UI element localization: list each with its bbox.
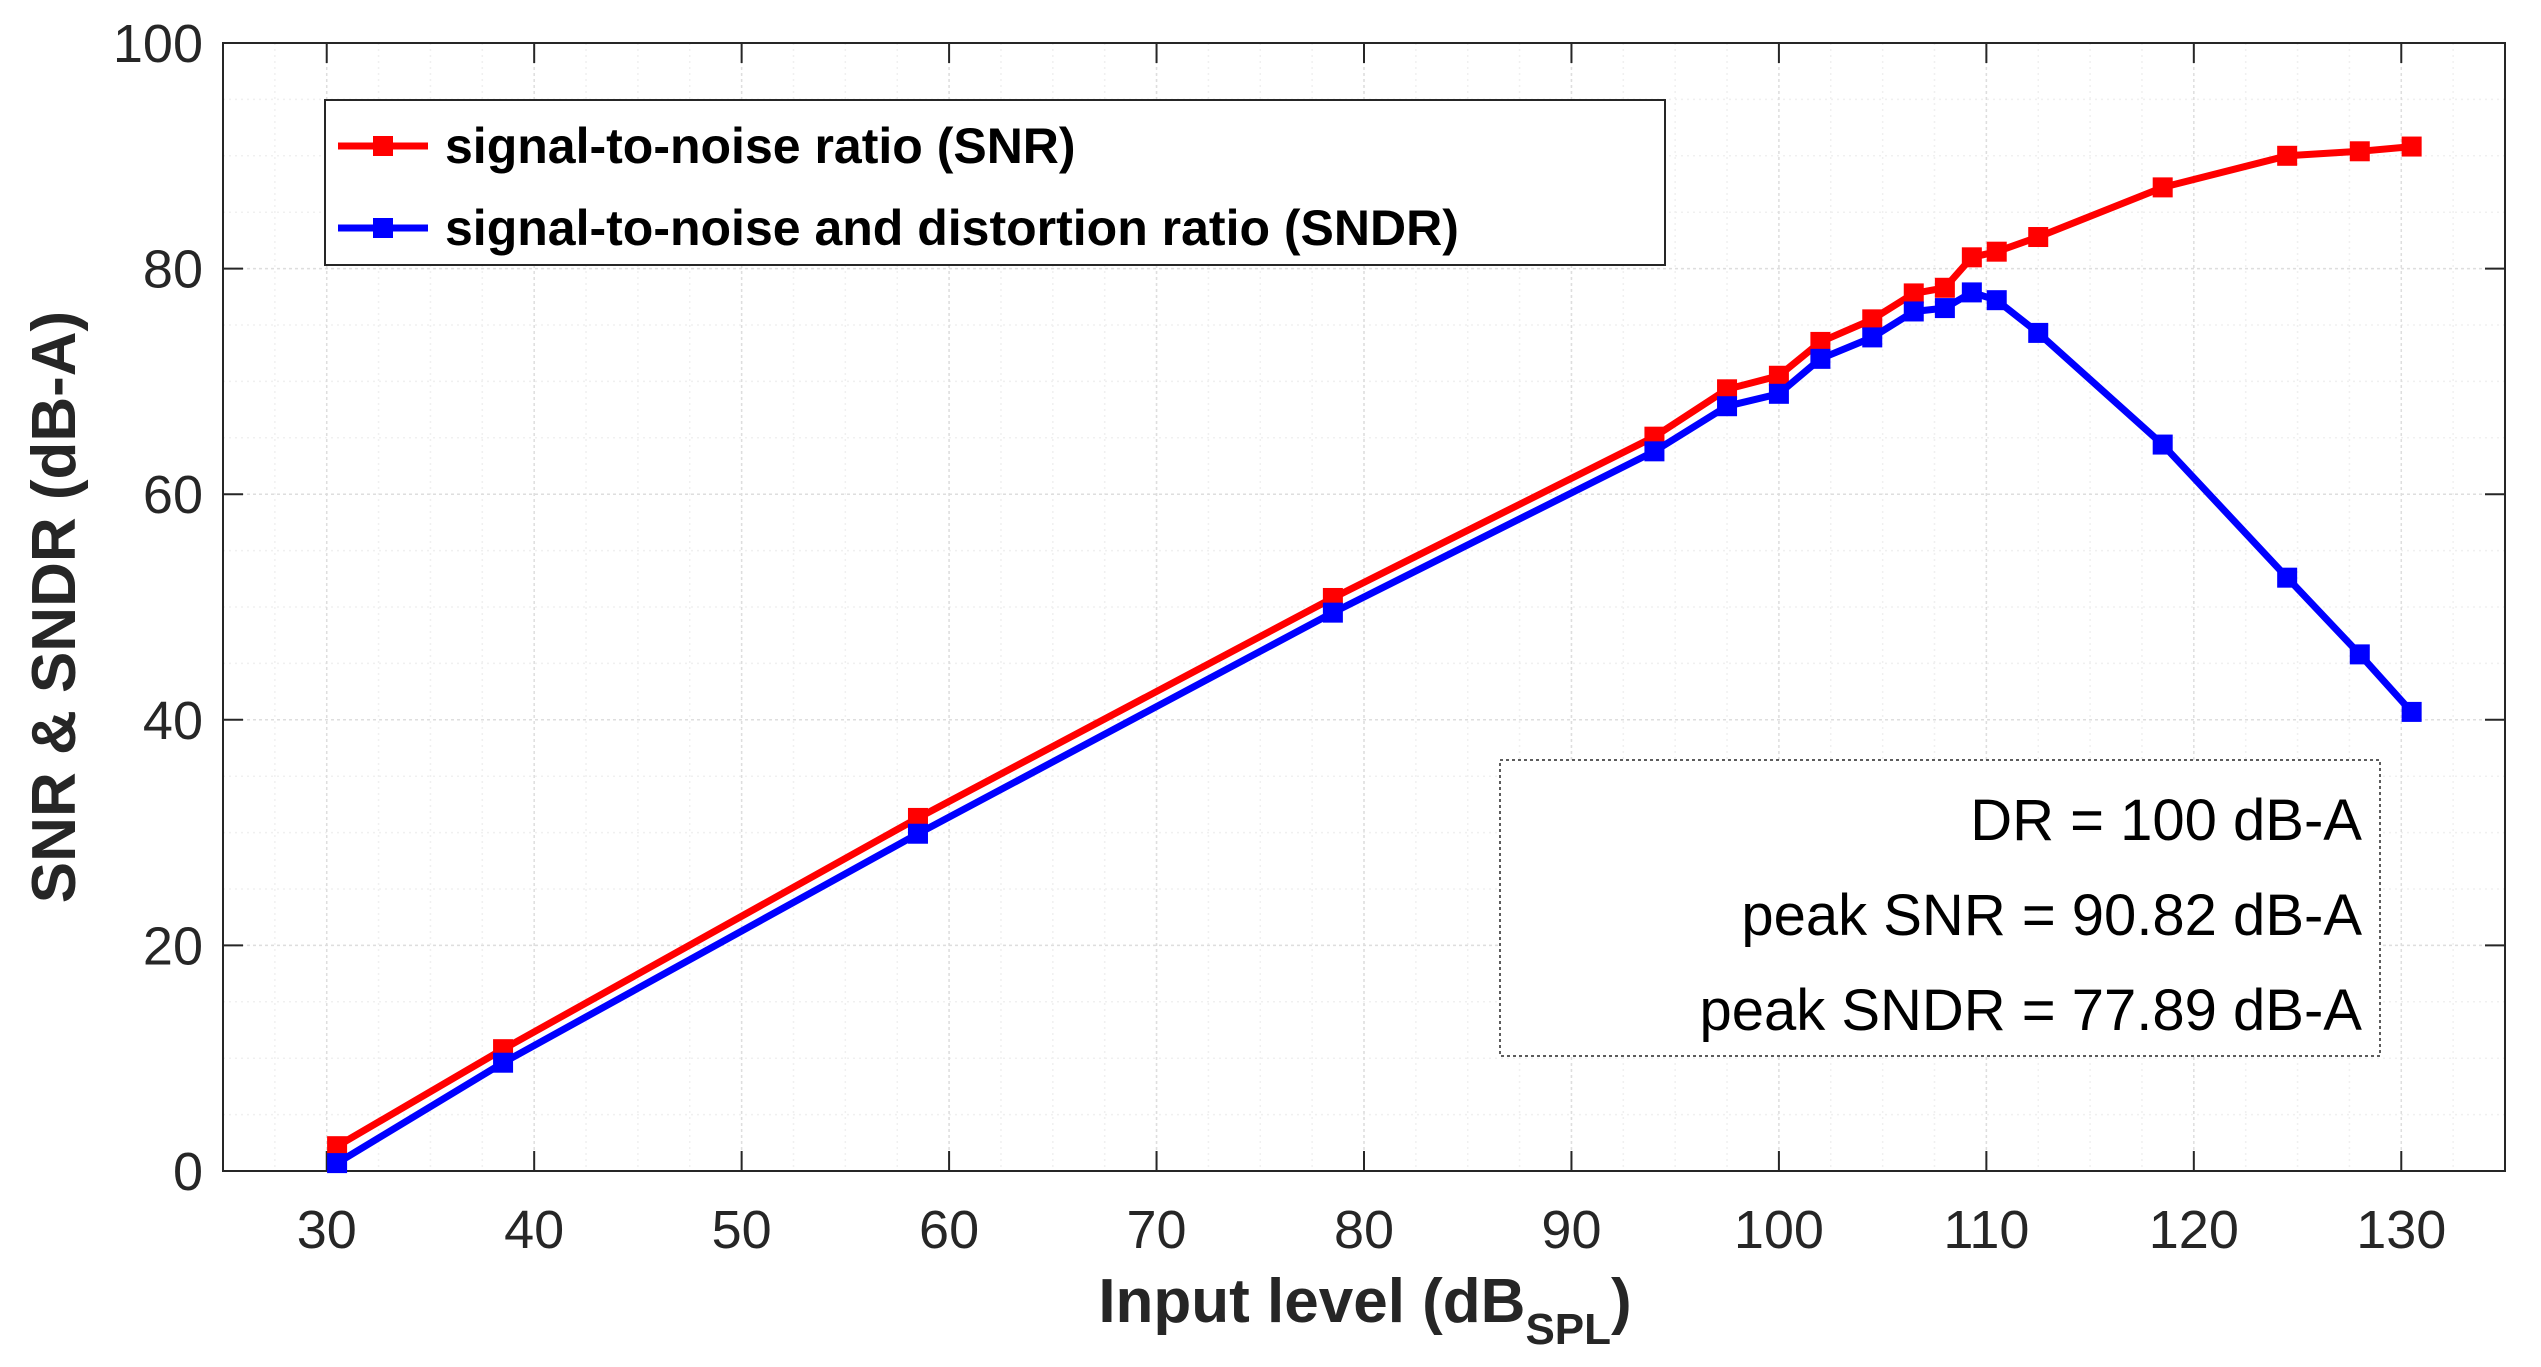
annotation-border <box>1499 759 2381 1057</box>
x-tick-label: 100 <box>1734 1200 1824 1260</box>
series-layer <box>327 136 2422 1174</box>
x-tick-label: 130 <box>2356 1200 2446 1260</box>
x-axis-label-main: Input level (dB <box>1098 1267 1525 1336</box>
data-point-sndr <box>1322 602 1343 623</box>
data-point-snr <box>2349 141 2370 162</box>
axis-ticks <box>223 42 2505 1172</box>
data-point-sndr <box>1862 327 1883 348</box>
series-snr <box>327 136 2422 1157</box>
y-tick-label: 100 <box>113 14 203 74</box>
y-tick-label: 40 <box>143 691 203 751</box>
data-point-sndr <box>1903 301 1924 322</box>
legend: signal-to-noise ratio (SNR) signal-to-no… <box>324 99 1666 266</box>
data-point-sndr <box>1717 396 1738 417</box>
data-point-snr <box>2152 177 2173 198</box>
x-tick-label: 50 <box>712 1200 772 1260</box>
data-point-snr <box>1986 241 2007 262</box>
data-point-sndr <box>1934 298 1955 319</box>
data-point-snr <box>2401 136 2422 157</box>
x-tick-labels: 30 40 50 60 70 80 90 100 110 120 130 <box>297 1200 2447 1260</box>
legend-marker-snr <box>373 136 393 156</box>
annotation-peak-snr: peak SNR = 90.82 dB-A <box>1741 883 2362 948</box>
x-tick-label: 80 <box>1334 1200 1394 1260</box>
y-axis-label: SNR & SNDR (dB-A) <box>20 311 89 903</box>
x-axis-label-subscript: SPL <box>1525 1305 1611 1354</box>
data-point-snr <box>1768 365 1789 386</box>
y-tick-label: 0 <box>173 1142 203 1202</box>
series-line-snr <box>335 143 2412 1150</box>
x-axis-label: Input level (dBSPL) <box>1098 1267 1631 1354</box>
x-tick-label: 60 <box>919 1200 979 1260</box>
legend-label-snr: signal-to-noise ratio (SNR) <box>445 118 1076 174</box>
legend-label-sndr: signal-to-noise and distortion ratio (SN… <box>445 200 1459 256</box>
data-point-snr <box>2028 227 2049 248</box>
data-point-sndr <box>1768 383 1789 404</box>
y-tick-label: 60 <box>143 465 203 525</box>
x-tick-label: 120 <box>2149 1200 2239 1260</box>
y-tick-labels: 0 20 40 60 80 100 <box>113 14 203 1202</box>
x-tick-label: 30 <box>297 1200 357 1260</box>
data-point-snr <box>327 1136 348 1157</box>
y-tick-label: 80 <box>143 240 203 300</box>
x-tick-label: 90 <box>1541 1200 1601 1260</box>
data-point-sndr <box>1644 441 1665 462</box>
legend-marker-sndr <box>373 218 393 238</box>
series-line-sndr <box>335 288 2415 1167</box>
annotation-dr: DR = 100 dB-A <box>1970 788 2362 853</box>
data-point-sndr <box>1961 282 1982 303</box>
y-tick-label: 20 <box>143 916 203 976</box>
data-point-snr <box>1717 379 1738 400</box>
annotation-peak-sndr: peak SNDR = 77.89 dB-A <box>1699 978 2362 1043</box>
data-point-snr <box>1903 283 1924 304</box>
x-axis-label-close: ) <box>1611 1267 1632 1336</box>
series-sndr <box>327 282 2422 1174</box>
data-point-snr <box>907 807 928 828</box>
data-point-sndr <box>1986 290 2007 311</box>
legend-box <box>324 99 1666 266</box>
data-point-sndr <box>907 823 928 844</box>
data-point-sndr <box>493 1052 514 1073</box>
data-point-sndr <box>2349 644 2370 665</box>
x-tick-label: 110 <box>1943 1200 2029 1260</box>
data-point-snr <box>2277 145 2298 166</box>
data-point-sndr <box>2028 322 2049 343</box>
data-point-sndr <box>2152 434 2173 455</box>
data-point-snr <box>1862 309 1883 330</box>
data-point-snr <box>1810 331 1831 352</box>
x-tick-label: 40 <box>504 1200 564 1260</box>
annotation-box: DR = 100 dB-A peak SNR = 90.82 dB-A peak… <box>1499 759 2381 1057</box>
data-point-sndr <box>1810 348 1831 369</box>
x-tick-label: 70 <box>1127 1200 1187 1260</box>
data-point-snr <box>1934 277 1955 298</box>
data-point-sndr <box>2401 701 2422 722</box>
data-point-snr <box>1961 247 1982 268</box>
data-point-sndr <box>2277 567 2298 588</box>
data-point-sndr <box>327 1153 348 1174</box>
